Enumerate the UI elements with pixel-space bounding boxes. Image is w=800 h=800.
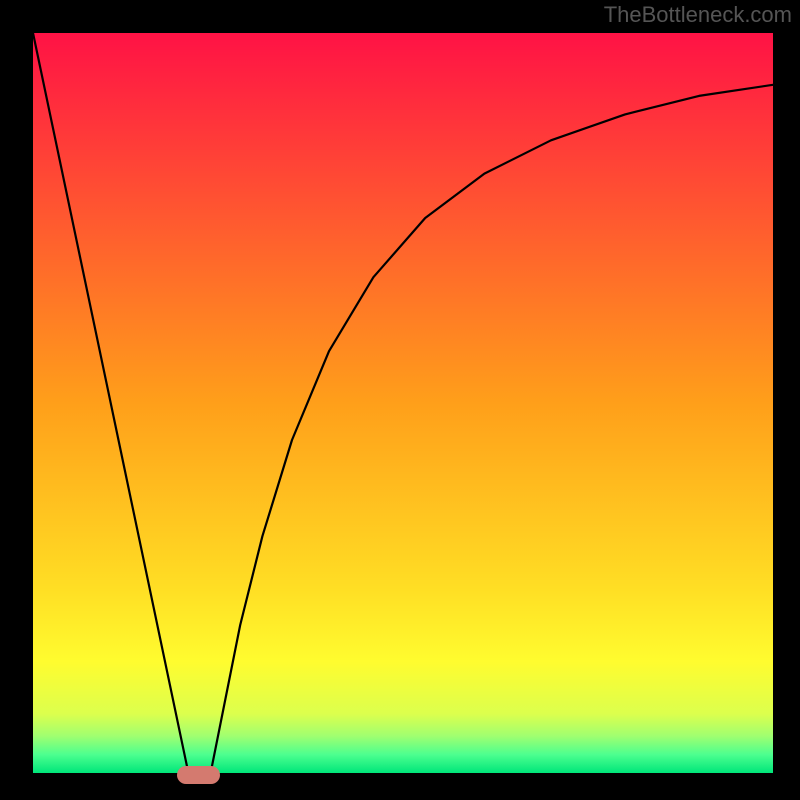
valley-marker xyxy=(177,766,220,784)
chart-container: TheBottleneck.com xyxy=(0,0,800,800)
plot-area xyxy=(33,33,773,773)
watermark-text: TheBottleneck.com xyxy=(604,2,792,28)
bottleneck-curve xyxy=(33,33,773,773)
